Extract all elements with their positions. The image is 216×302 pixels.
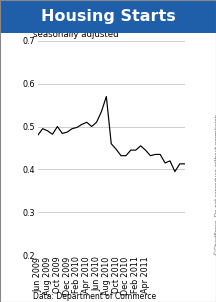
Text: Data: Department of Commerce: Data: Department of Commerce (33, 292, 157, 301)
Text: Millions of single-family units per annum,
seasonally adjusted: Millions of single-family units per annu… (33, 20, 212, 39)
Text: Housing Starts: Housing Starts (41, 9, 175, 24)
Text: ©ChartForce  Do not reproduce without permission.: ©ChartForce Do not reproduce without per… (214, 112, 216, 255)
